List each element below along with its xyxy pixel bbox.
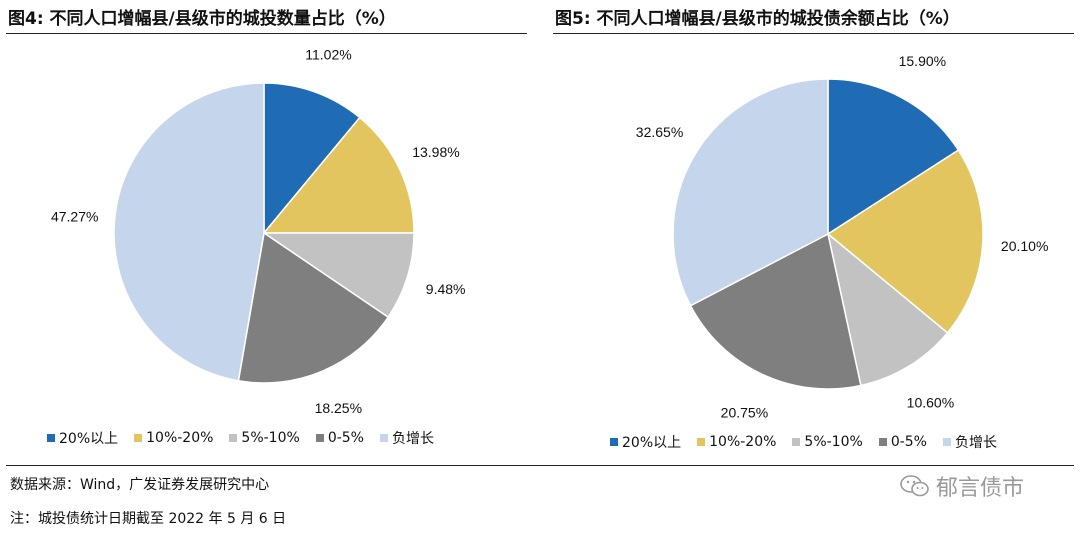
legend-swatch [47, 434, 55, 442]
legend-label: 0-5% [327, 430, 364, 446]
figure5-title: 图5: 不同人口增幅县/县级市的城投债余额占比（%） [555, 9, 960, 29]
legend-label: 20%以上 [59, 431, 119, 447]
legend-swatch [229, 434, 238, 442]
legend-item-2: 10%-20% [134, 428, 213, 448]
slice-label-5: 32.65% [636, 124, 683, 140]
legend-item-4: 0-5% [315, 428, 364, 448]
wechat-icon [900, 475, 929, 497]
slice-label-3: 10.60% [907, 394, 954, 410]
slice-label-4: 20.75% [721, 404, 768, 420]
legend-item-4: 0-5% [878, 432, 927, 452]
figure4-title: 图4: 不同人口增幅县/县级市的城投数量占比（%） [8, 9, 396, 29]
pie-slice-4 [689, 232, 862, 390]
legend-item-3: 5%-10% [229, 428, 300, 448]
slice-label-5: 47.27% [51, 209, 98, 225]
legend-item-3: 5%-10% [792, 432, 863, 452]
pie-slice-4 [237, 231, 390, 384]
pie-slice-2 [262, 116, 415, 234]
pie-slice-1 [263, 82, 361, 236]
legend-swatch [134, 434, 143, 442]
slice-label-1: 15.90% [899, 53, 946, 69]
slice-label-2: 20.10% [1001, 238, 1048, 254]
watermark: 郁言债市 [900, 470, 1024, 502]
pie-slice-2 [826, 149, 984, 334]
pie-slice-1 [827, 78, 960, 236]
pie-slice-5 [672, 78, 829, 307]
legend-swatch [610, 438, 618, 446]
legend-label: 负增长 [391, 431, 434, 447]
legend-label: 20%以上 [622, 435, 682, 451]
watermark-text: 郁言债市 [936, 476, 1025, 501]
legend-swatch [697, 438, 706, 446]
legend-label: 负增长 [954, 435, 997, 451]
legend-label: 10%-20% [146, 430, 214, 446]
slice-label-2: 13.98% [412, 144, 459, 160]
legend-item-2: 10%-20% [697, 432, 776, 452]
legend-label: 5%-10% [241, 430, 300, 446]
legend-swatch [942, 438, 951, 446]
legend-swatch [792, 438, 801, 446]
title-rule-right [553, 33, 1074, 34]
legend-label: 5%-10% [804, 434, 863, 450]
legend-label: 10%-20% [709, 434, 777, 450]
slice-label-1: 11.02% [305, 46, 351, 62]
source-note: 数据来源：Wind，广发证券发展研究中心 [10, 477, 270, 493]
pie-slice-3 [261, 232, 415, 319]
pie-slice-5 [113, 82, 265, 382]
legend-swatch [878, 438, 887, 446]
pie-chart-figure5: 15.90% 20.10% 10.60% 20.75% 32.65% [636, 53, 1049, 420]
legend-item-1: 20%以上 [47, 428, 118, 448]
legend-label: 0-5% [890, 434, 927, 450]
pie-chart-figure4: 11.02% 13.98% 9.48% 18.25% 47.27% [51, 46, 466, 416]
date-note: 注：城投债统计日期截至 2022 年 5 月 6 日 [10, 511, 287, 527]
title-rule-left [6, 33, 527, 34]
legend-item-1: 20%以上 [610, 432, 681, 452]
legend-swatch [315, 434, 324, 442]
footer-rule [6, 465, 1074, 466]
slice-label-3: 9.48% [426, 281, 466, 297]
legend-swatch [379, 434, 388, 442]
pie-slice-3 [826, 232, 949, 387]
legend-item-5: 负增长 [942, 432, 997, 452]
legend-figure5: 20%以上 10%-20% 5%-10% 0-5% 负增长 [610, 432, 997, 452]
legend-item-5: 负增长 [379, 428, 434, 448]
slice-label-4: 18.25% [315, 400, 362, 416]
legend-figure4: 20%以上 10%-20% 5%-10% 0-5% 负增长 [47, 428, 434, 448]
